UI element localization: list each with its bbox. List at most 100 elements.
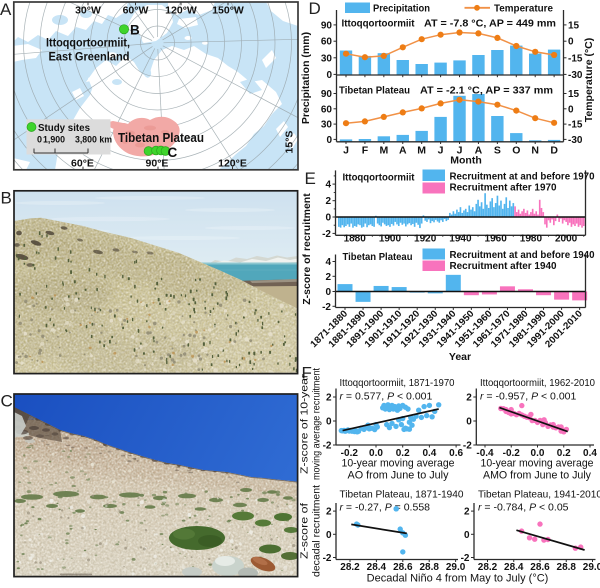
svg-text:120°W: 120°W [165,5,197,17]
svg-text:Ittoqqortoormiit: Ittoqqortoormiit [342,18,415,30]
svg-text:-2: -2 [322,302,331,313]
svg-text:Tibetan Plateau, 1871-1940: Tibetan Plateau, 1871-1940 [340,489,464,501]
svg-text:28.4: 28.4 [504,562,524,573]
svg-text:29.0: 29.0 [446,562,466,573]
svg-text:28.6: 28.6 [393,562,413,573]
svg-text:Z-score of recruitment: Z-score of recruitment [301,193,313,305]
svg-text:Tibetan Plateau, 1941-2010: Tibetan Plateau, 1941-2010 [478,489,600,501]
svg-text:29.0: 29.0 [583,562,600,573]
svg-text:Tibetan Plateau: Tibetan Plateau [339,85,410,97]
svg-text:A: A [0,0,12,19]
svg-text:60°W: 60°W [123,5,149,17]
svg-text:28.6: 28.6 [530,562,550,573]
svg-text:0.4: 0.4 [422,448,436,459]
svg-text:0: 0 [326,530,332,541]
svg-text:Z-score of 10-year: Z-score of 10-year [299,373,311,474]
svg-text:C: C [168,145,178,160]
svg-text:-0.2: -0.2 [503,448,521,459]
svg-text:10-year moving average: 10-year moving average [342,458,455,470]
svg-text:AT = -2.1 °C, AP = 337 mm: AT = -2.1 °C, AP = 337 mm [420,85,553,97]
svg-text:0: 0 [326,70,332,81]
svg-text:2: 2 [326,393,332,404]
svg-text:AT = -7.8 °C, AP = 449 mm: AT = -7.8 °C, AP = 449 mm [424,18,556,30]
svg-text:B: B [1,189,12,208]
svg-text:0.4: 0.4 [583,448,597,459]
svg-text:J: J [343,145,349,157]
svg-text:D: D [309,0,321,18]
svg-text:3,800 km: 3,800 km [75,135,112,145]
svg-text:-2: -2 [461,553,470,564]
svg-text:2: 2 [325,272,331,283]
svg-text:F: F [302,364,312,383]
svg-text:N: N [531,145,539,157]
svg-text:0: 0 [466,417,472,428]
svg-text:Ittoqqortoormiit, 1871-1970: Ittoqqortoormiit, 1871-1970 [340,377,455,389]
svg-text:28.2: 28.2 [478,562,498,573]
svg-text:90: 90 [321,89,333,100]
svg-text:Ittoqqortoormiit: Ittoqqortoormiit [343,172,415,184]
svg-text:2: 2 [325,196,331,207]
svg-text:M: M [379,145,388,157]
svg-text:Z-score of: Z-score of [299,503,311,559]
svg-text:decadal recruitment: decadal recruitment [311,485,323,577]
svg-text:15: 15 [568,20,580,31]
svg-text:r = -0.957, P < 0.001: r = -0.957, P < 0.001 [480,391,576,403]
svg-text:0: 0 [326,417,332,428]
svg-text:15: 15 [568,89,580,100]
svg-text:0: 0 [568,37,574,48]
svg-text:0.2: 0.2 [557,448,571,459]
svg-text:1880: 1880 [344,234,367,245]
svg-text:1,900: 1,900 [43,135,65,145]
svg-text:r = -0.27, P = 0.558: r = -0.27, P = 0.558 [340,502,431,514]
svg-text:60: 60 [321,104,333,115]
svg-text:M: M [417,145,426,157]
svg-text:Recruitment after 1970: Recruitment after 1970 [450,183,557,194]
svg-text:2: 2 [466,393,472,404]
svg-text:Month: Month [450,155,482,167]
svg-text:30°W: 30°W [75,5,101,17]
svg-text:60°E: 60°E [71,158,94,170]
svg-text:-0.4: -0.4 [476,448,494,459]
svg-text:East Greenland: East Greenland [49,50,130,64]
svg-text:90: 90 [321,20,333,31]
svg-text:4: 4 [325,257,331,268]
svg-text:60: 60 [321,37,333,48]
svg-text:J: J [438,145,444,157]
svg-text:-2: -2 [322,229,331,240]
svg-text:D: D [550,145,558,157]
svg-text:1940: 1940 [449,234,472,245]
svg-text:0: 0 [568,104,574,115]
svg-text:-30: -30 [568,70,583,81]
svg-text:30: 30 [321,120,333,131]
svg-text:AMO from June to July: AMO from June to July [483,470,591,482]
svg-text:30: 30 [321,53,333,64]
svg-text:Recruitment after 1940: Recruitment after 1940 [450,261,557,272]
svg-text:0: 0 [464,530,470,541]
svg-text:B: B [130,23,140,38]
svg-text:150°W: 150°W [212,5,244,17]
svg-text:Tibetan Plateau: Tibetan Plateau [343,251,413,263]
svg-text:Precipitation (mm): Precipitation (mm) [300,32,312,124]
svg-text:C: C [1,392,13,411]
svg-text:120°E: 120°E [218,158,247,170]
svg-text:4: 4 [325,180,331,191]
svg-text:1900: 1900 [379,234,402,245]
svg-text:0.0: 0.0 [531,448,545,459]
svg-text:-30: -30 [568,135,583,146]
svg-text:Year: Year [449,351,471,363]
svg-text:F: F [362,145,369,157]
svg-text:90°E: 90°E [146,158,169,170]
svg-text:moving average recruitment: moving average recruitment [311,368,323,480]
svg-text:0.0: 0.0 [369,448,383,459]
svg-text:O: O [512,145,520,157]
svg-text:J: J [457,145,463,157]
svg-text:28.2: 28.2 [340,562,360,573]
svg-text:E: E [305,169,316,188]
svg-text:Ittoqqortoormiit,: Ittoqqortoormiit, [46,36,130,50]
svg-text:r = 0.577, P < 0.001: r = 0.577, P < 0.001 [340,391,433,403]
svg-text:-2: -2 [463,441,472,452]
svg-text:AO from June to July: AO from June to July [348,470,449,482]
svg-text:1960: 1960 [485,234,508,245]
svg-text:2000: 2000 [555,234,578,245]
svg-text:0: 0 [37,135,42,145]
